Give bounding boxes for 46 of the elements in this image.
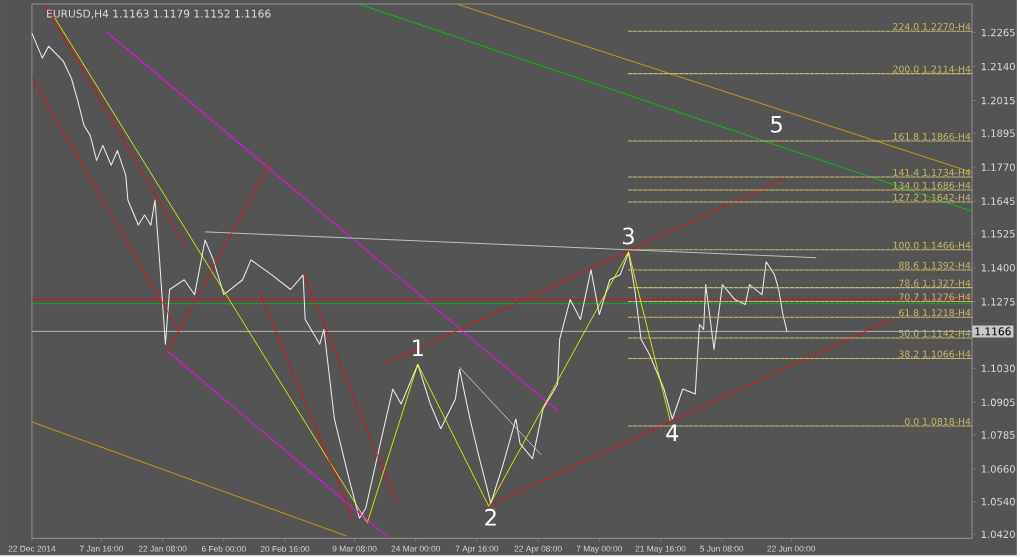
annotation: 100.0 1.1466-H4 (893, 241, 971, 249)
y-tick-label: 1.0905 (981, 398, 1015, 407)
annotation: 4 (666, 424, 679, 442)
annotation: 0.0 1.0818-H4 (904, 418, 971, 426)
y-tick-label: 1.0540 (981, 497, 1015, 506)
annotation: 3 (623, 227, 634, 245)
x-tick-label: 22 Dec 2014 (8, 545, 56, 552)
x-tick-label: 20 Feb 16:00 (260, 545, 310, 552)
annotation: 38.2 1.1066-H4 (899, 350, 971, 358)
x-tick-label: 7 Jan 16:00 (80, 545, 123, 552)
y-tick-label: 1.1895 (981, 129, 1015, 138)
annotation: 70.7 1.1276-H4 (899, 293, 971, 301)
x-tick-label: 7 May 00:00 (576, 545, 623, 554)
y-tick-label: 1.1400 (981, 264, 1015, 272)
annotation: 224.0 1.2270-H4 (893, 23, 971, 31)
y-tick-label: 1.2140 (981, 62, 1015, 71)
y-tick-label: 1.1275 (981, 298, 1015, 306)
y-tick-label: 1.0660 (981, 465, 1015, 473)
annotation: 88.6 1.1392-H4 (899, 261, 971, 270)
y-tick-label: 1.0420 (981, 530, 1015, 539)
ref-line-label: 1.1166 (975, 327, 1011, 336)
x-tick-label: 9 Mar 08:00 (332, 545, 377, 552)
x-tick-label: 22 Apr 08:00 (514, 545, 562, 554)
y-tick-label: 1.2265 (981, 28, 1015, 37)
x-tick-label: 22 Jun 00:00 (767, 545, 816, 552)
x-tick-label: 7 Apr 16:00 (455, 545, 499, 554)
annotation: 200.0 1.2114-H4 (893, 65, 971, 73)
annotation: 78.6 1.1327-H4 (899, 279, 971, 287)
y-tick-label: 1.1770 (981, 163, 1015, 172)
x-tick-label: 21 May 16:00 (635, 545, 686, 554)
annotation: 141.4 1.1734-H4 (893, 168, 971, 177)
x-tick-label: 24 Mar 00:00 (391, 545, 441, 552)
chart-title: EURUSD,H4 1.1163 1.1179 1.1152 1.1166 (47, 9, 271, 19)
x-tick-label: 5 Jun 08:00 (700, 545, 744, 552)
annotation: 2 (485, 508, 496, 526)
y-tick-label: 1.1525 (981, 230, 1015, 238)
y-tick-label: 1.1645 (981, 197, 1015, 206)
x-tick-label: 22 Jan 08:00 (138, 545, 187, 552)
y-tick-label: 1.1030 (981, 364, 1015, 373)
annotation: 50.0 1.1142-H4 (899, 329, 971, 337)
y-tick-label: 1.0785 (981, 431, 1015, 439)
y-tick-label: 1.2015 (981, 96, 1015, 105)
x-tick-label: 6 Feb 00:00 (201, 545, 246, 552)
annotation: 161.8 1.1866-H4 (893, 133, 971, 141)
annotation: 5 (771, 116, 782, 133)
annotation: 61.8 1.1218-H4 (899, 309, 971, 317)
